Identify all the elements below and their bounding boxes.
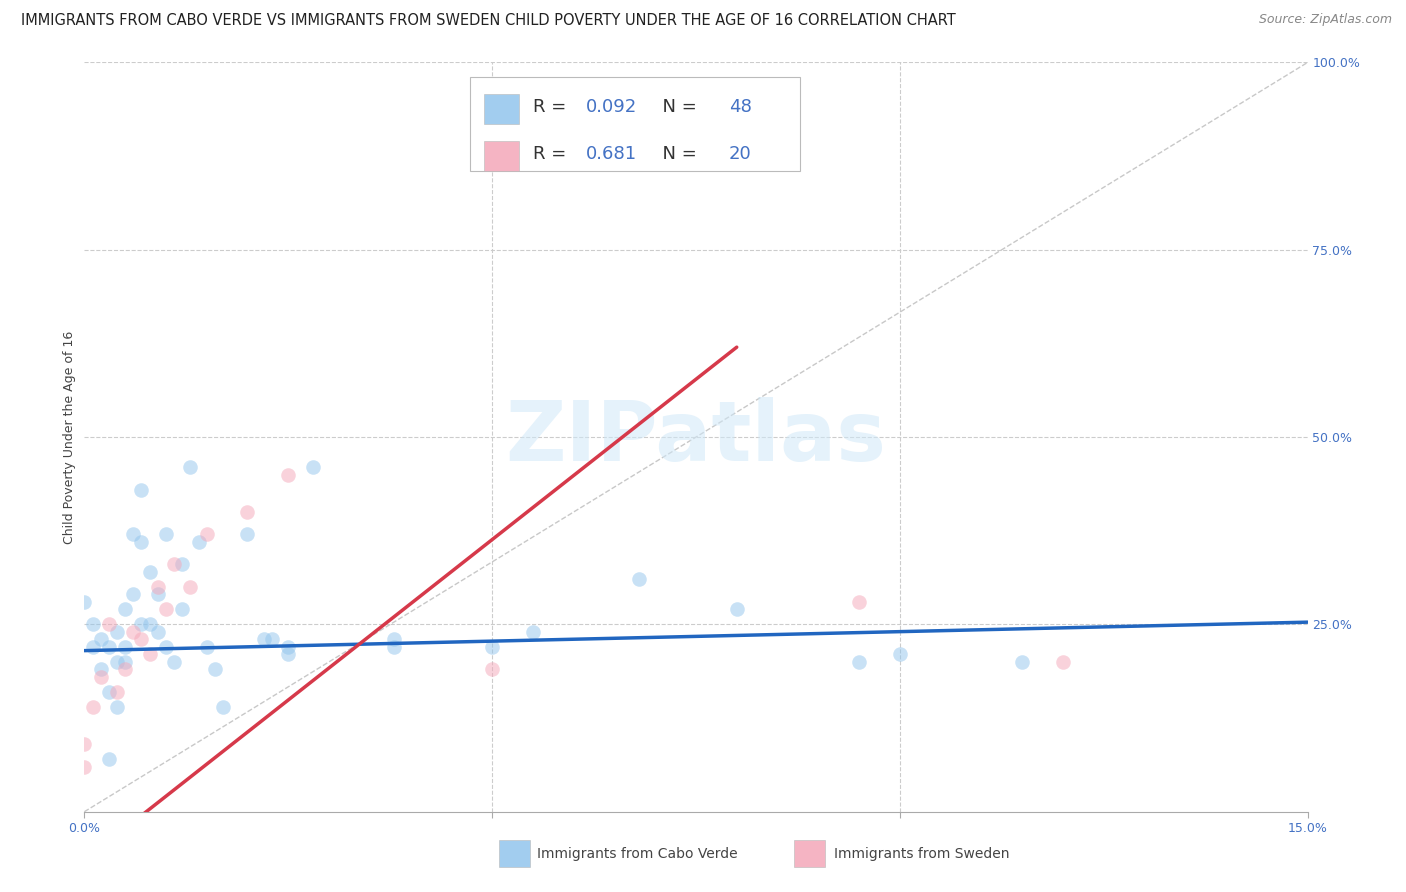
FancyBboxPatch shape [484, 94, 519, 124]
Point [382, 640, 405, 654]
Point [236, 527, 259, 541]
Point [131, 535, 153, 549]
Point [301, 460, 323, 475]
Point [155, 527, 177, 541]
Point [73, 760, 96, 774]
Point [260, 632, 283, 647]
FancyBboxPatch shape [470, 78, 800, 171]
Point [195, 640, 218, 654]
Point [481, 640, 503, 654]
Point [82, 640, 104, 654]
Point [155, 602, 177, 616]
Point [481, 662, 503, 676]
Point [90, 670, 112, 684]
Y-axis label: Child Poverty Under the Age of 16: Child Poverty Under the Age of 16 [63, 330, 76, 544]
Point [105, 655, 128, 669]
Point [138, 565, 160, 579]
Point [277, 648, 299, 662]
Point [114, 662, 136, 676]
Point [122, 624, 145, 639]
Point [236, 505, 259, 519]
Text: 48: 48 [728, 98, 752, 116]
Text: N =: N = [651, 145, 702, 163]
Point [73, 737, 96, 751]
Point [179, 460, 201, 475]
Point [146, 624, 169, 639]
Point [138, 648, 160, 662]
Point [155, 640, 177, 654]
Point [97, 617, 120, 632]
Point [73, 595, 96, 609]
Point [172, 558, 194, 572]
Text: Source: ZipAtlas.com: Source: ZipAtlas.com [1258, 13, 1392, 27]
Text: ZIPatlas: ZIPatlas [506, 397, 886, 477]
Point [212, 699, 235, 714]
Point [889, 648, 911, 662]
Point [138, 617, 160, 632]
Point [163, 655, 186, 669]
Point [187, 535, 209, 549]
Text: Immigrants from Sweden: Immigrants from Sweden [834, 847, 1010, 861]
Point [131, 632, 153, 647]
Point [105, 699, 128, 714]
Point [82, 699, 104, 714]
Point [97, 752, 120, 766]
Point [522, 624, 544, 639]
Point [90, 632, 112, 647]
FancyBboxPatch shape [484, 141, 519, 170]
Point [105, 624, 128, 639]
Point [725, 602, 748, 616]
Point [122, 587, 145, 601]
Point [627, 573, 650, 587]
Text: N =: N = [651, 98, 702, 116]
Point [90, 662, 112, 676]
Text: Immigrants from Cabo Verde: Immigrants from Cabo Verde [537, 847, 738, 861]
Point [114, 640, 136, 654]
Point [97, 685, 120, 699]
Text: 20: 20 [728, 145, 752, 163]
Point [97, 640, 120, 654]
Text: R =: R = [533, 98, 572, 116]
Point [848, 655, 870, 669]
Point [146, 587, 169, 601]
Point [1052, 655, 1074, 669]
Point [163, 558, 186, 572]
Point [122, 527, 145, 541]
Point [172, 602, 194, 616]
Point [848, 595, 870, 609]
Point [131, 483, 153, 497]
Point [105, 685, 128, 699]
Point [277, 467, 299, 482]
Point [131, 617, 153, 632]
Point [204, 662, 226, 676]
Text: R =: R = [533, 145, 572, 163]
Point [382, 632, 405, 647]
Point [82, 617, 104, 632]
Point [277, 640, 299, 654]
Point [195, 527, 218, 541]
Point [179, 580, 201, 594]
Point [146, 580, 169, 594]
Text: 0.092: 0.092 [586, 98, 637, 116]
Point [253, 632, 276, 647]
Point [114, 655, 136, 669]
Text: 0.681: 0.681 [586, 145, 637, 163]
Text: IMMIGRANTS FROM CABO VERDE VS IMMIGRANTS FROM SWEDEN CHILD POVERTY UNDER THE AGE: IMMIGRANTS FROM CABO VERDE VS IMMIGRANTS… [21, 13, 956, 29]
Point [114, 602, 136, 616]
Point [1011, 655, 1033, 669]
